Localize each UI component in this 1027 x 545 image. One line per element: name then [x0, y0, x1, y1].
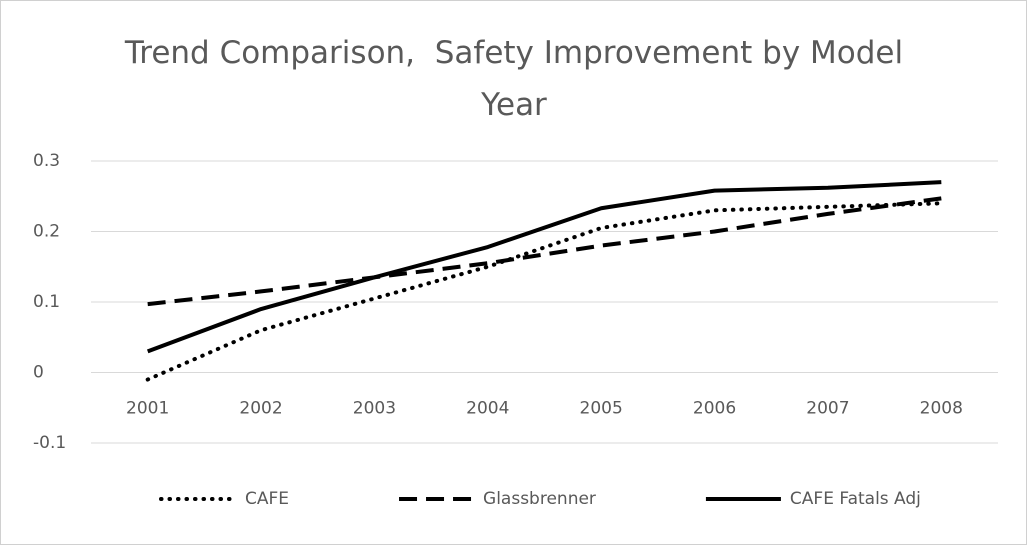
y-tick-label: 0.3	[33, 151, 60, 171]
series-line	[147, 196, 942, 307]
x-tick-label: 2002	[239, 399, 282, 419]
x-tick-label: 2001	[126, 399, 169, 419]
legend-label: CAFE	[245, 489, 289, 509]
series-line	[145, 201, 944, 382]
x-tick-label: 2004	[466, 399, 509, 419]
legend-label: Glassbrenner	[483, 489, 596, 509]
y-tick-label: 0.2	[33, 222, 60, 242]
x-tick-label: 2003	[353, 399, 396, 419]
y-tick-label: 0	[33, 363, 44, 383]
chart-title: Trend Comparison, Safety Improvement by …	[124, 35, 913, 123]
x-tick-label: 2007	[806, 399, 849, 419]
x-tick-label: 2005	[580, 399, 623, 419]
series-line	[146, 180, 942, 354]
x-tick-label: 2008	[920, 399, 963, 419]
legend-label: CAFE Fatals Adj	[790, 489, 921, 509]
y-tick-label: -0.1	[33, 433, 66, 453]
y-tick-label: 0.1	[33, 292, 60, 312]
x-tick-label: 2006	[693, 399, 736, 419]
